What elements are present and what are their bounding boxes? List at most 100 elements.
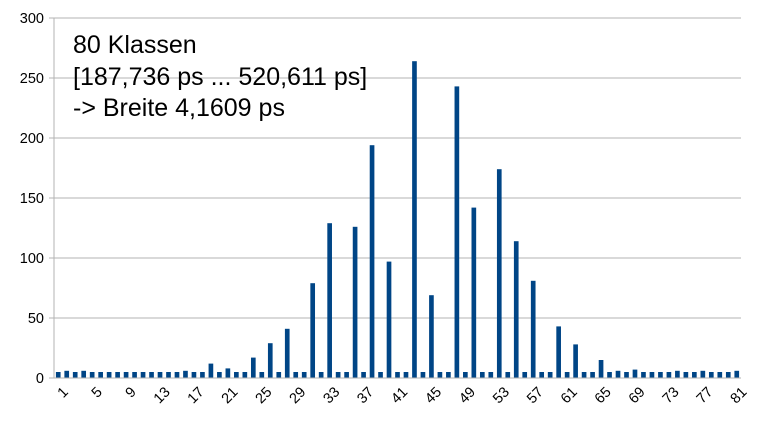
bar-1 bbox=[55, 372, 61, 378]
bar-49 bbox=[463, 372, 468, 378]
bar-45 bbox=[429, 295, 434, 378]
bar-43 bbox=[412, 61, 417, 378]
bar-22 bbox=[234, 372, 239, 378]
annotation-line-range: [187,736 ps ... 520,611 ps] bbox=[73, 62, 368, 91]
bar-7 bbox=[106, 372, 112, 378]
bar-57 bbox=[530, 280, 536, 378]
bar-80 bbox=[725, 372, 731, 378]
bar-65 bbox=[598, 360, 604, 378]
bar-41 bbox=[395, 372, 400, 378]
bar-31 bbox=[310, 283, 316, 378]
x-tick-label-81: 81 bbox=[728, 384, 751, 407]
bar-21 bbox=[225, 368, 231, 378]
y-tick-label-250: 250 bbox=[20, 71, 44, 87]
bar-52 bbox=[488, 372, 494, 378]
bar-79 bbox=[717, 372, 723, 378]
bar-5 bbox=[89, 372, 95, 378]
bar-77 bbox=[700, 370, 706, 378]
x-tick-label-5: 5 bbox=[89, 384, 106, 401]
bar-42 bbox=[403, 372, 409, 378]
y-tick-label-0: 0 bbox=[36, 371, 44, 387]
bars bbox=[55, 61, 740, 379]
axes bbox=[53, 18, 741, 379]
bar-38 bbox=[369, 145, 375, 378]
bar-15 bbox=[174, 372, 180, 378]
grid-lines bbox=[49, 17, 741, 379]
bar-66 bbox=[607, 372, 612, 378]
bar-9 bbox=[123, 372, 129, 378]
bar-24 bbox=[250, 357, 256, 378]
bar-14 bbox=[166, 372, 171, 378]
bar-11 bbox=[140, 372, 146, 378]
bar-10 bbox=[132, 372, 137, 378]
bar-33 bbox=[327, 223, 332, 378]
y-tick-labels: 0 50 100 150 200 250 300 bbox=[20, 11, 44, 387]
bar-72 bbox=[658, 372, 663, 378]
bar-76 bbox=[692, 372, 697, 378]
bar-30 bbox=[301, 372, 307, 378]
bar-12 bbox=[149, 372, 154, 378]
bar-16 bbox=[183, 370, 188, 378]
x-tick-label-77: 77 bbox=[694, 384, 717, 407]
x-tick-label-9: 9 bbox=[123, 384, 140, 401]
bar-26 bbox=[267, 343, 273, 378]
bar-25 bbox=[259, 372, 265, 378]
bar-69 bbox=[632, 369, 638, 378]
bar-44 bbox=[420, 372, 426, 378]
bar-50 bbox=[471, 207, 477, 378]
bar-3 bbox=[72, 372, 78, 378]
y-tick-label-50: 50 bbox=[28, 311, 44, 327]
x-tick-label-37: 37 bbox=[354, 384, 377, 407]
bar-81 bbox=[734, 370, 740, 378]
bar-6 bbox=[98, 372, 103, 378]
bar-17 bbox=[191, 372, 197, 378]
bar-28 bbox=[284, 328, 290, 378]
x-tick-label-65: 65 bbox=[592, 384, 615, 407]
x-tick-label-33: 33 bbox=[321, 384, 344, 407]
x-tick-label-1: 1 bbox=[55, 384, 72, 401]
x-tick-label-45: 45 bbox=[422, 384, 445, 407]
bar-61 bbox=[564, 372, 570, 378]
annotation-line-classes: 80 Klassen bbox=[73, 31, 197, 59]
x-tick-label-61: 61 bbox=[558, 384, 581, 407]
bar-74 bbox=[675, 370, 680, 378]
bar-46 bbox=[437, 372, 443, 378]
x-tick-label-41: 41 bbox=[388, 384, 411, 407]
bar-19 bbox=[208, 363, 214, 378]
y-tick-label-200: 200 bbox=[20, 131, 44, 147]
bar-60 bbox=[556, 326, 561, 378]
bar-54 bbox=[505, 372, 511, 378]
bar-39 bbox=[378, 372, 383, 378]
bar-51 bbox=[479, 372, 485, 378]
bar-8 bbox=[115, 372, 120, 378]
annotation-line-width: -> Breite 4,1609 ps bbox=[73, 94, 285, 122]
bar-73 bbox=[666, 372, 672, 378]
bar-34 bbox=[335, 372, 341, 378]
bar-20 bbox=[217, 372, 222, 378]
bar-48 bbox=[454, 86, 460, 379]
x-tick-label-17: 17 bbox=[185, 384, 208, 407]
x-tick-label-13: 13 bbox=[151, 384, 174, 407]
bar-32 bbox=[318, 372, 324, 378]
bar-75 bbox=[683, 372, 689, 378]
bar-36 bbox=[352, 226, 358, 378]
x-tick-labels: 1 5 9 13 17 21 25 29 33 37 41 45 49 53 57 61 65 69 73 77 81 bbox=[55, 384, 751, 407]
bar-63 bbox=[581, 372, 587, 378]
bar-55 bbox=[513, 241, 519, 378]
bar-27 bbox=[276, 372, 282, 378]
y-tick-label-300: 300 bbox=[20, 11, 44, 27]
bar-56 bbox=[522, 372, 528, 378]
bar-40 bbox=[386, 261, 392, 378]
x-tick-label-73: 73 bbox=[660, 384, 683, 407]
bar-67 bbox=[615, 370, 621, 378]
x-tick-label-69: 69 bbox=[626, 384, 649, 407]
x-tick-label-53: 53 bbox=[490, 384, 513, 407]
bar-53 bbox=[496, 169, 502, 378]
chart-annotation: 80 Klassen [187,736 ps ... 520,611 ps] -… bbox=[73, 30, 367, 125]
bar-4 bbox=[81, 370, 87, 378]
bar-78 bbox=[708, 372, 714, 378]
x-tick-label-25: 25 bbox=[253, 384, 276, 407]
bar-35 bbox=[344, 372, 349, 378]
